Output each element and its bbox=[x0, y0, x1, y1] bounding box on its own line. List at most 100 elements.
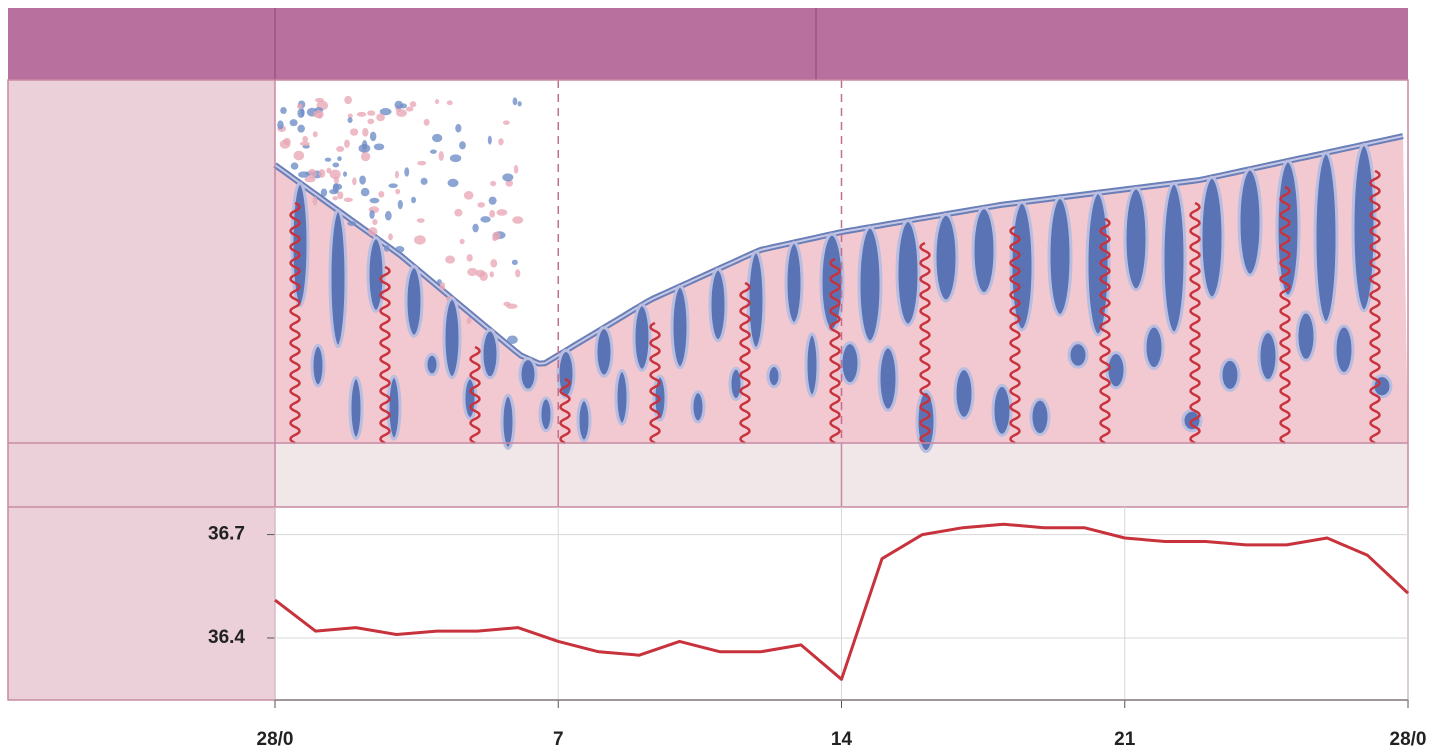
gland bbox=[1219, 357, 1241, 392]
spiral-artery bbox=[829, 257, 841, 445]
shed-debris bbox=[446, 100, 453, 106]
shed-debris bbox=[502, 120, 510, 125]
shed-debris bbox=[379, 108, 392, 116]
shed-debris bbox=[343, 197, 353, 203]
gland bbox=[1333, 324, 1355, 376]
gland bbox=[518, 357, 538, 392]
gland bbox=[594, 326, 614, 378]
temperature-line bbox=[274, 522, 1410, 681]
gland bbox=[1009, 200, 1035, 332]
x-tick-label: 21 bbox=[1114, 729, 1136, 750]
gland bbox=[1143, 324, 1165, 371]
shed-debris bbox=[293, 150, 305, 161]
shed-debris bbox=[337, 156, 342, 162]
shed-debris bbox=[413, 235, 426, 245]
shed-debris bbox=[394, 170, 399, 179]
gland bbox=[1085, 191, 1111, 337]
shed-debris bbox=[376, 113, 385, 122]
shed-debris bbox=[455, 123, 462, 133]
gland bbox=[1313, 151, 1339, 324]
spiral-artery bbox=[1099, 217, 1111, 445]
shed-debris bbox=[488, 196, 497, 205]
shed-debris bbox=[436, 279, 442, 285]
shed-debris bbox=[454, 208, 463, 217]
gland bbox=[348, 375, 364, 440]
shed-debris bbox=[299, 141, 310, 146]
gland bbox=[1199, 175, 1225, 300]
shed-debris bbox=[347, 117, 353, 124]
shed-debris bbox=[489, 210, 496, 218]
spiral-artery bbox=[1369, 169, 1381, 445]
shed-debris bbox=[342, 171, 348, 177]
shed-debris bbox=[347, 113, 353, 119]
spiral-artery bbox=[559, 377, 571, 445]
shed-debris bbox=[358, 143, 371, 153]
gland bbox=[1047, 196, 1073, 317]
spiral-artery bbox=[1009, 225, 1021, 445]
shed-debris bbox=[498, 138, 504, 146]
shed-debris bbox=[326, 167, 332, 174]
shed-debris bbox=[347, 221, 357, 226]
shed-debris bbox=[302, 135, 309, 143]
shed-debris bbox=[513, 164, 519, 174]
gland bbox=[1275, 159, 1301, 298]
gland bbox=[1295, 310, 1317, 362]
y-tick-label: 36.7 bbox=[208, 524, 245, 545]
shed-debris bbox=[378, 190, 385, 198]
shed-debris bbox=[300, 108, 305, 117]
shed-debris bbox=[409, 101, 417, 108]
shed-debris bbox=[297, 103, 303, 110]
spiral-artery bbox=[1279, 185, 1291, 445]
spiral-artery bbox=[1189, 201, 1201, 445]
gland bbox=[690, 390, 706, 424]
shed-debris bbox=[429, 149, 437, 154]
shed-debris bbox=[487, 135, 492, 145]
shed-debris bbox=[372, 218, 378, 226]
gland bbox=[933, 212, 959, 303]
shed-debris bbox=[475, 269, 486, 278]
gland bbox=[386, 374, 402, 441]
shed-debris bbox=[336, 146, 345, 153]
gland bbox=[1029, 397, 1051, 437]
shed-debris bbox=[423, 118, 430, 126]
shed-debris bbox=[492, 231, 501, 241]
shed-debris bbox=[362, 127, 369, 137]
gland bbox=[462, 376, 478, 421]
gland bbox=[766, 364, 782, 389]
shed-debris bbox=[506, 303, 518, 309]
shed-debris bbox=[320, 188, 328, 197]
shed-debris bbox=[360, 151, 371, 162]
shed-debris bbox=[332, 196, 338, 201]
gland bbox=[366, 236, 386, 313]
shed-debris bbox=[467, 267, 478, 277]
x-tick-label: 14 bbox=[831, 729, 853, 750]
gland bbox=[1257, 330, 1279, 383]
gland bbox=[877, 345, 899, 412]
shed-debris bbox=[329, 169, 341, 180]
shed-debris bbox=[511, 259, 518, 266]
shed-debris bbox=[439, 281, 446, 291]
gland bbox=[708, 267, 728, 343]
shed-debris bbox=[298, 171, 310, 178]
shed-debris bbox=[506, 335, 518, 344]
shed-debris bbox=[505, 179, 513, 187]
shed-debris bbox=[329, 189, 339, 195]
gland bbox=[1067, 341, 1089, 369]
gland bbox=[784, 240, 804, 325]
gland bbox=[728, 366, 744, 402]
shed-debris bbox=[394, 100, 403, 109]
shed-debris bbox=[289, 119, 298, 127]
gland bbox=[1123, 186, 1149, 292]
shed-debris bbox=[466, 254, 473, 262]
gland bbox=[670, 284, 690, 370]
shed-debris bbox=[359, 175, 366, 185]
shed-debris bbox=[318, 169, 326, 178]
shed-debris bbox=[369, 131, 377, 142]
shed-debris bbox=[344, 95, 352, 105]
endometrium bbox=[273, 80, 1408, 507]
gland bbox=[895, 219, 921, 327]
shed-debris bbox=[373, 143, 385, 151]
gland bbox=[614, 368, 630, 426]
shed-debris bbox=[496, 209, 508, 216]
